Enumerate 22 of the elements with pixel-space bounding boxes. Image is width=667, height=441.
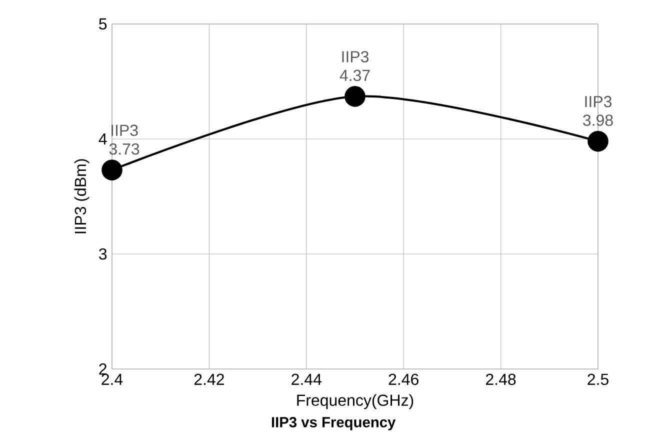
y-tick-label: 3 [99,248,107,260]
data-label: 3.73 [109,143,140,155]
y-tick-label: 2 [99,363,106,375]
text: IIP3 vs Frequency [272,417,396,430]
x-tick-label: 2.48 [486,374,516,386]
text: IIP3 [342,51,369,62]
point [102,160,122,180]
x-axis-title: Frequency(GHz) [297,394,414,410]
series-label: IIP3 [112,124,138,136]
y-tick-label: 5 [99,18,107,30]
x-tick-label: 2.42 [194,374,224,385]
point [588,130,608,152]
x-tick-label: 2.5 [588,374,608,386]
x-tick-label: 2.4 [102,374,123,385]
y-tick-label: 4 [98,133,107,144]
x-tick-label: 2.44 [292,374,322,385]
text: IIP3 [585,96,612,108]
x-tick-label: 2.46 [388,374,418,386]
y-axis-title: IIP3 (dBm) [74,159,90,234]
point [344,86,366,107]
data-label: 3.98 [583,114,613,126]
data-label: 4.37 [340,70,370,82]
